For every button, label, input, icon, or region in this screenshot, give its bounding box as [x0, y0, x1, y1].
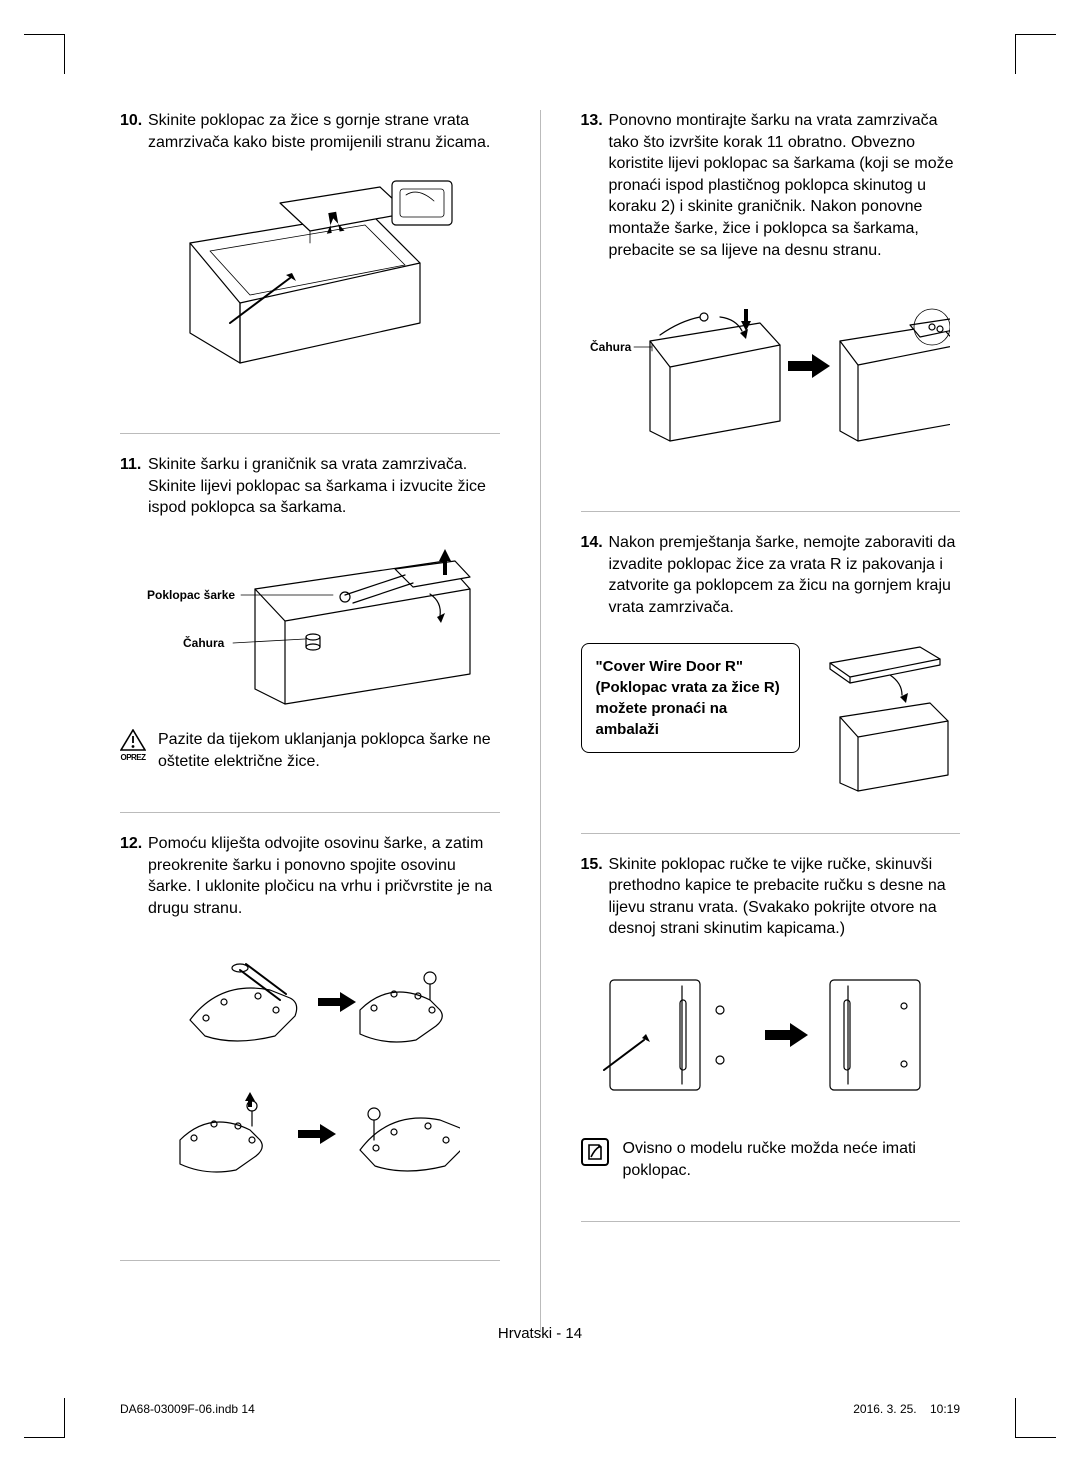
meta-time: 10:19: [930, 1402, 960, 1416]
step-10: 10. Skinite poklopac za žice s gornje st…: [120, 110, 500, 393]
rule: [120, 1260, 500, 1261]
note-text: Ovisno o modelu ručke možda neće imati p…: [623, 1138, 961, 1181]
rule: [581, 1221, 961, 1222]
step-12-text: Pomoću kliješta odvojite osovinu šarke, …: [148, 833, 500, 919]
step-14-row: "Cover Wire Door R" (Poklopac vrata za ž…: [581, 643, 961, 793]
caution-label: OPREZ: [120, 753, 145, 764]
label-cover: Poklopac šarke: [147, 588, 235, 602]
note-icon: [581, 1138, 609, 1166]
meta-file: DA68-03009F-06.indb 14: [120, 1402, 255, 1416]
step-10-num: 10.: [120, 110, 148, 153]
footer-page: 14: [565, 1325, 582, 1342]
step-10-text: Skinite poklopac za žice s gornje strane…: [148, 110, 500, 153]
label-bush: Čahura: [183, 635, 225, 650]
page-meta: DA68-03009F-06.indb 14 2016. 3. 25. 10:1…: [120, 1402, 960, 1416]
note: Ovisno o modelu ručke možda neće imati p…: [581, 1138, 961, 1181]
meta-date: 2016. 3. 25.: [853, 1402, 916, 1416]
left-column: 10. Skinite poklopac za žice s gornje st…: [120, 110, 500, 1352]
footer-lang: Hrvatski: [498, 1325, 552, 1342]
step-11-num: 11.: [120, 454, 148, 519]
step-14: 14. Nakon premještanja šarke, nemojte za…: [581, 532, 961, 792]
step-15-text: Skinite poklopac ručke te vijke ručke, s…: [609, 854, 961, 940]
step-12: 12. Pomoću kliješta odvojite osovinu šar…: [120, 833, 500, 1219]
step-14-text: Nakon premještanja šarke, nemojte zabora…: [609, 532, 961, 618]
step-14-num: 14.: [581, 532, 609, 618]
step-13-num: 13.: [581, 110, 609, 261]
content-columns: 10. Skinite poklopac za žice s gornje st…: [120, 110, 960, 1352]
rule: [120, 433, 500, 434]
step-11: 11. Skinite šarku i graničnik sa vrata z…: [120, 454, 500, 772]
right-column: 13. Ponovno montirajte šarku na vrata za…: [581, 110, 961, 1352]
caution-icon: OPREZ: [120, 729, 146, 764]
step-15-num: 15.: [581, 854, 609, 940]
step-12-figure: [120, 940, 500, 1200]
step-11-text: Skinite šarku i graničnik sa vrata zamrz…: [148, 454, 500, 519]
step-10-figure: [120, 173, 500, 373]
caution: OPREZ Pazite da tijekom uklanjanja poklo…: [120, 729, 500, 772]
caution-text: Pazite da tijekom uklanjanja poklopca ša…: [158, 729, 500, 772]
rule: [581, 833, 961, 834]
page-footer: Hrvatski - 14: [0, 1325, 1080, 1342]
step-12-num: 12.: [120, 833, 148, 919]
step-13-text: Ponovno montirajte šarku na vrata zamrzi…: [609, 110, 961, 261]
step-13-figure: Čahura: [581, 281, 961, 451]
step-14-figure: [820, 643, 960, 793]
step-14-box: "Cover Wire Door R" (Poklopac vrata za ž…: [581, 643, 801, 753]
rule: [581, 511, 961, 512]
rule: [120, 812, 500, 813]
column-divider: [540, 110, 541, 1332]
label-bush-13: Čahura: [590, 339, 632, 354]
step-11-figure: Poklopac šarke Čahura: [120, 539, 500, 709]
step-14-box-text: "Cover Wire Door R" (Poklopac vrata za ž…: [596, 658, 780, 738]
step-15-figure: [581, 960, 961, 1110]
step-13: 13. Ponovno montirajte šarku na vrata za…: [581, 110, 961, 471]
step-15: 15. Skinite poklopac ručke te vijke ručk…: [581, 854, 961, 1182]
